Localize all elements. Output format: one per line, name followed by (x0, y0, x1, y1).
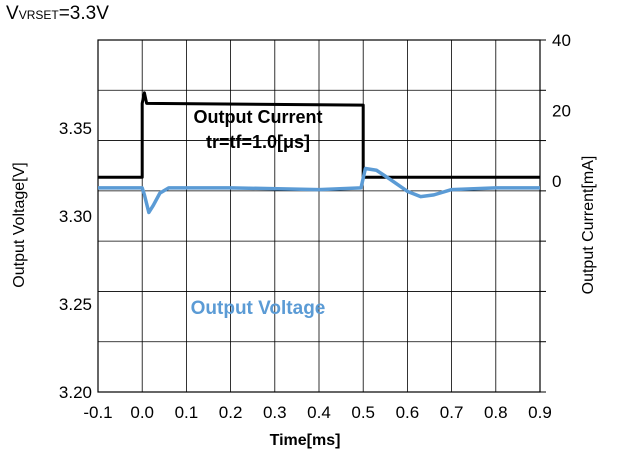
x-tick-label: 0.6 (396, 403, 420, 422)
y-left-tick-label: 3.25 (59, 295, 92, 314)
x-tick-label: 0.7 (440, 403, 464, 422)
x-axis-label: Time[ms] (269, 432, 341, 449)
condition-label: VVRSET=3.3V (6, 3, 109, 25)
x-tick-label: 0.5 (351, 403, 375, 422)
output-current-line (98, 91, 540, 179)
x-tick-label: 0.9 (528, 403, 552, 422)
annotation-current-timing: tr=tf=1.0[μs] (206, 132, 310, 152)
x-tick-label: 0.0 (130, 403, 154, 422)
x-tick-label: 0.4 (307, 403, 331, 422)
y-right-tick-label: 0 (552, 172, 561, 191)
y-axis-left-label: Output Voltage[V] (11, 162, 28, 288)
x-tick-label: -0.1 (83, 403, 112, 422)
condition-prefix: V (6, 3, 19, 24)
x-tick-label: 0.1 (175, 403, 199, 422)
plot-frame (97, 39, 541, 393)
x-tick-label: 0.8 (484, 403, 508, 422)
x-tick-label: 0.3 (263, 403, 287, 422)
y-axis-right-label: Output Current[mA] (580, 155, 597, 295)
annotation-current-title: Output Current (194, 107, 323, 127)
y-left-tick-label: 3.30 (59, 207, 92, 226)
output-voltage-line (98, 166, 540, 215)
y-right-tick-label: 40 (552, 31, 571, 50)
y-left-tick-label: 3.35 (59, 119, 92, 138)
y-left-tick-label: 3.20 (59, 383, 92, 402)
annotation-voltage: Output Voltage (191, 298, 326, 319)
x-tick-label: 0.2 (219, 403, 243, 422)
condition-value: =3.3V (58, 3, 109, 24)
condition-subscript: VRSET (18, 8, 59, 22)
y-right-tick-label: 20 (552, 101, 571, 120)
